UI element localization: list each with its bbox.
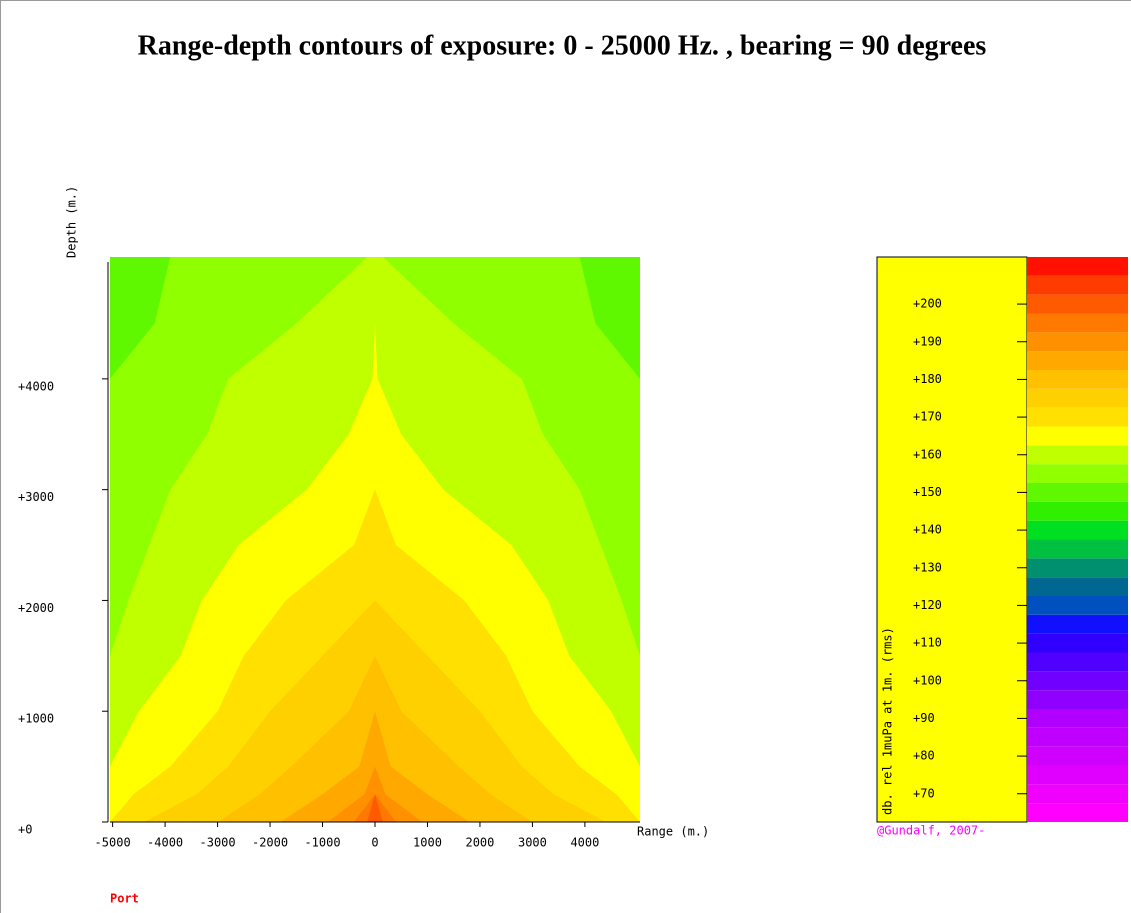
y-tick-label: +2000 [18, 601, 54, 615]
x-tick-label: 0 [371, 836, 378, 850]
colorbar-band [1027, 577, 1128, 596]
colorbar-tick-label: +190 [913, 334, 942, 348]
colorbar-band [1027, 332, 1128, 352]
colorbar-label: db. rel 1muPa at 1m. (rms) [881, 627, 895, 815]
colorbar-tick-label: +90 [913, 711, 935, 725]
x-axis-label: Range (m.) [637, 825, 709, 839]
colorbar-band [1027, 407, 1128, 427]
colorbar-band [1027, 709, 1128, 728]
colorbar-tick-label: +200 [913, 297, 942, 311]
y-tick-label: +1000 [18, 712, 54, 726]
colorbar-band [1027, 501, 1128, 521]
colorbar-tick-label: +80 [913, 749, 935, 763]
colorbar-band [1027, 614, 1128, 634]
colorbar-band [1027, 633, 1128, 653]
colorbar-tick-label: +140 [913, 523, 942, 537]
colorbar-band [1027, 445, 1128, 465]
colorbar-tick-label: +180 [913, 372, 942, 386]
x-tick-label: -3000 [200, 836, 236, 850]
colorbar-band [1027, 313, 1128, 333]
colorbar-tick-label: +130 [913, 560, 942, 574]
y-tick-label: +3000 [18, 490, 54, 504]
x-tick-label: 2000 [465, 836, 494, 850]
chart-title: Range-depth contours of exposure: 0 - 25… [138, 30, 987, 61]
x-tick-label: -1000 [304, 836, 340, 850]
colorbar-tick-label: +70 [913, 786, 935, 800]
colorbar-band [1027, 539, 1128, 559]
colorbar-band [1027, 652, 1128, 672]
colorbar-band [1027, 784, 1128, 804]
x-tick-label: -5000 [95, 836, 131, 850]
colorbar-band [1027, 388, 1128, 408]
colorbar-band [1027, 765, 1128, 785]
contour-band [217, 257, 533, 822]
x-tick-label: -2000 [252, 836, 288, 850]
colorbar-band [1027, 426, 1128, 446]
x-tick-label: 1000 [413, 836, 442, 850]
colorbar-band [1027, 803, 1128, 822]
contour-band [110, 257, 640, 822]
colorbar-band [1027, 596, 1128, 615]
colorbar-band [1027, 558, 1128, 578]
colorbar-tick-label: +150 [913, 485, 942, 499]
colorbar-band [1027, 671, 1128, 691]
colorbar-tick-label: +100 [913, 673, 942, 687]
colorbar-tick-label: +160 [913, 447, 942, 461]
colorbar-band [1027, 370, 1128, 389]
x-tick-label: 4000 [570, 836, 599, 850]
colorbar-panel [876, 256, 1028, 823]
colorbar-tick-label: +110 [913, 636, 942, 650]
y-tick-label: +4000 [18, 379, 54, 393]
colorbar-band [1027, 727, 1128, 747]
credit: @Gundalf, 2007- [877, 824, 985, 838]
colorbar-band [1027, 483, 1128, 502]
colorbar-band [1027, 464, 1128, 483]
colorbar-band [1027, 690, 1128, 709]
colorbar-band [1027, 746, 1128, 766]
x-tick-label: -4000 [147, 836, 183, 850]
side-label: Port [110, 892, 139, 906]
colorbar-band [1027, 294, 1128, 314]
colorbar-tick-label: +170 [913, 410, 942, 424]
colorbar-band [1027, 257, 1128, 276]
y-axis-label: Depth (m.) [65, 186, 79, 258]
colorbar-tick-label: +120 [913, 598, 942, 612]
colorbar-band [1027, 520, 1128, 540]
x-tick-label: 3000 [518, 836, 547, 850]
y-tick-label: +0 [18, 823, 32, 837]
colorbar-band [1027, 275, 1128, 295]
colorbar-band [1027, 351, 1128, 370]
